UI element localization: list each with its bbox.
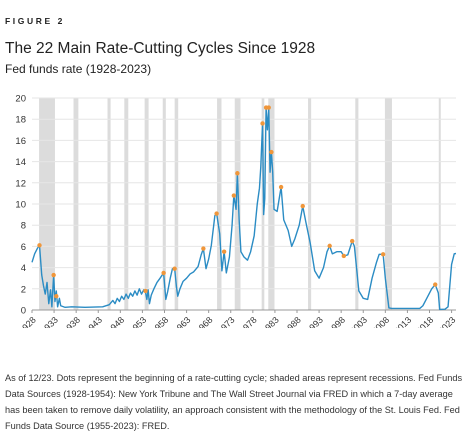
x-tick-label: 1963 xyxy=(171,315,192,328)
rate-cut-start-dot xyxy=(260,121,265,126)
source-note: As of 12/23. Dots represent the beginnin… xyxy=(5,373,463,431)
rate-cut-start-dot xyxy=(143,288,148,294)
x-tick-label: 1983 xyxy=(260,315,281,328)
rate-cut-start-dot xyxy=(172,266,177,271)
fed-funds-line xyxy=(31,106,457,311)
y-tick-label: 20 xyxy=(15,94,26,105)
rate-cut-start-dot xyxy=(51,272,56,278)
x-tick-label: 1958 xyxy=(149,315,170,328)
rate-cut-start-dot xyxy=(214,211,219,216)
y-tick-label: 12 xyxy=(15,178,26,189)
rate-cut-start-dot xyxy=(278,184,284,190)
y-tick-label: 16 xyxy=(15,136,26,147)
x-tick-label: 1933 xyxy=(39,315,60,328)
rate-cut-start-dot xyxy=(269,149,274,155)
x-tick-label: 2008 xyxy=(370,315,391,328)
x-tick-label: 2023 xyxy=(436,315,457,328)
rate-cut-start-dot xyxy=(161,270,166,276)
chart-title: The 22 Main Rate-Cutting Cycles Since 19… xyxy=(5,40,316,57)
x-tick-label: 1998 xyxy=(326,315,347,328)
rate-cut-start-dot xyxy=(201,246,206,251)
rate-cut-start-dot xyxy=(231,193,237,198)
rate-cut-start-dot xyxy=(37,243,42,248)
y-tick-label: 18 xyxy=(15,115,26,126)
x-tick-label: 1978 xyxy=(237,315,258,328)
x-tick-label: 1973 xyxy=(215,315,236,328)
rate-cut-start-dot xyxy=(350,238,355,244)
y-tick-label: 8 xyxy=(21,221,26,232)
y-tick-label: 4 xyxy=(21,263,26,274)
rate-cut-start-dot xyxy=(221,249,227,254)
rate-cut-start-dot xyxy=(235,171,240,176)
rate-cut-start-dot xyxy=(327,243,332,249)
y-tick-label: 14 xyxy=(15,157,26,168)
x-tick-label: 1948 xyxy=(105,315,126,328)
x-tick-label: 1988 xyxy=(282,315,303,328)
x-tick-label: 1938 xyxy=(61,315,82,328)
chart-subtitle: Fed funds rate (1928-2023) xyxy=(5,62,152,76)
x-tick-label: 1943 xyxy=(83,315,104,328)
x-tick-label: 1953 xyxy=(127,315,148,328)
x-tick-label: 1968 xyxy=(193,315,214,328)
rate-cut-start-dot xyxy=(380,252,386,257)
rate-cut-start-dot xyxy=(433,282,438,287)
x-tick-label: 1928 xyxy=(17,315,38,328)
y-tick-label: 0 xyxy=(21,306,26,317)
rate-cut-start-dot xyxy=(300,203,305,209)
y-tick-label: 6 xyxy=(21,242,26,253)
rate-cut-start-dot xyxy=(266,105,271,110)
figure-label: FIGURE 2 xyxy=(5,16,66,26)
rate-cut-start-dot xyxy=(341,253,347,259)
x-tick-label: 2013 xyxy=(392,315,413,328)
x-tick-label: 1993 xyxy=(304,315,325,328)
x-tick-label: 2018 xyxy=(414,315,435,328)
y-tick-label: 10 xyxy=(15,200,26,211)
rate-cut-start-dot xyxy=(54,294,59,299)
y-tick-label: 2 xyxy=(21,284,26,295)
x-tick-label: 2003 xyxy=(348,315,369,328)
